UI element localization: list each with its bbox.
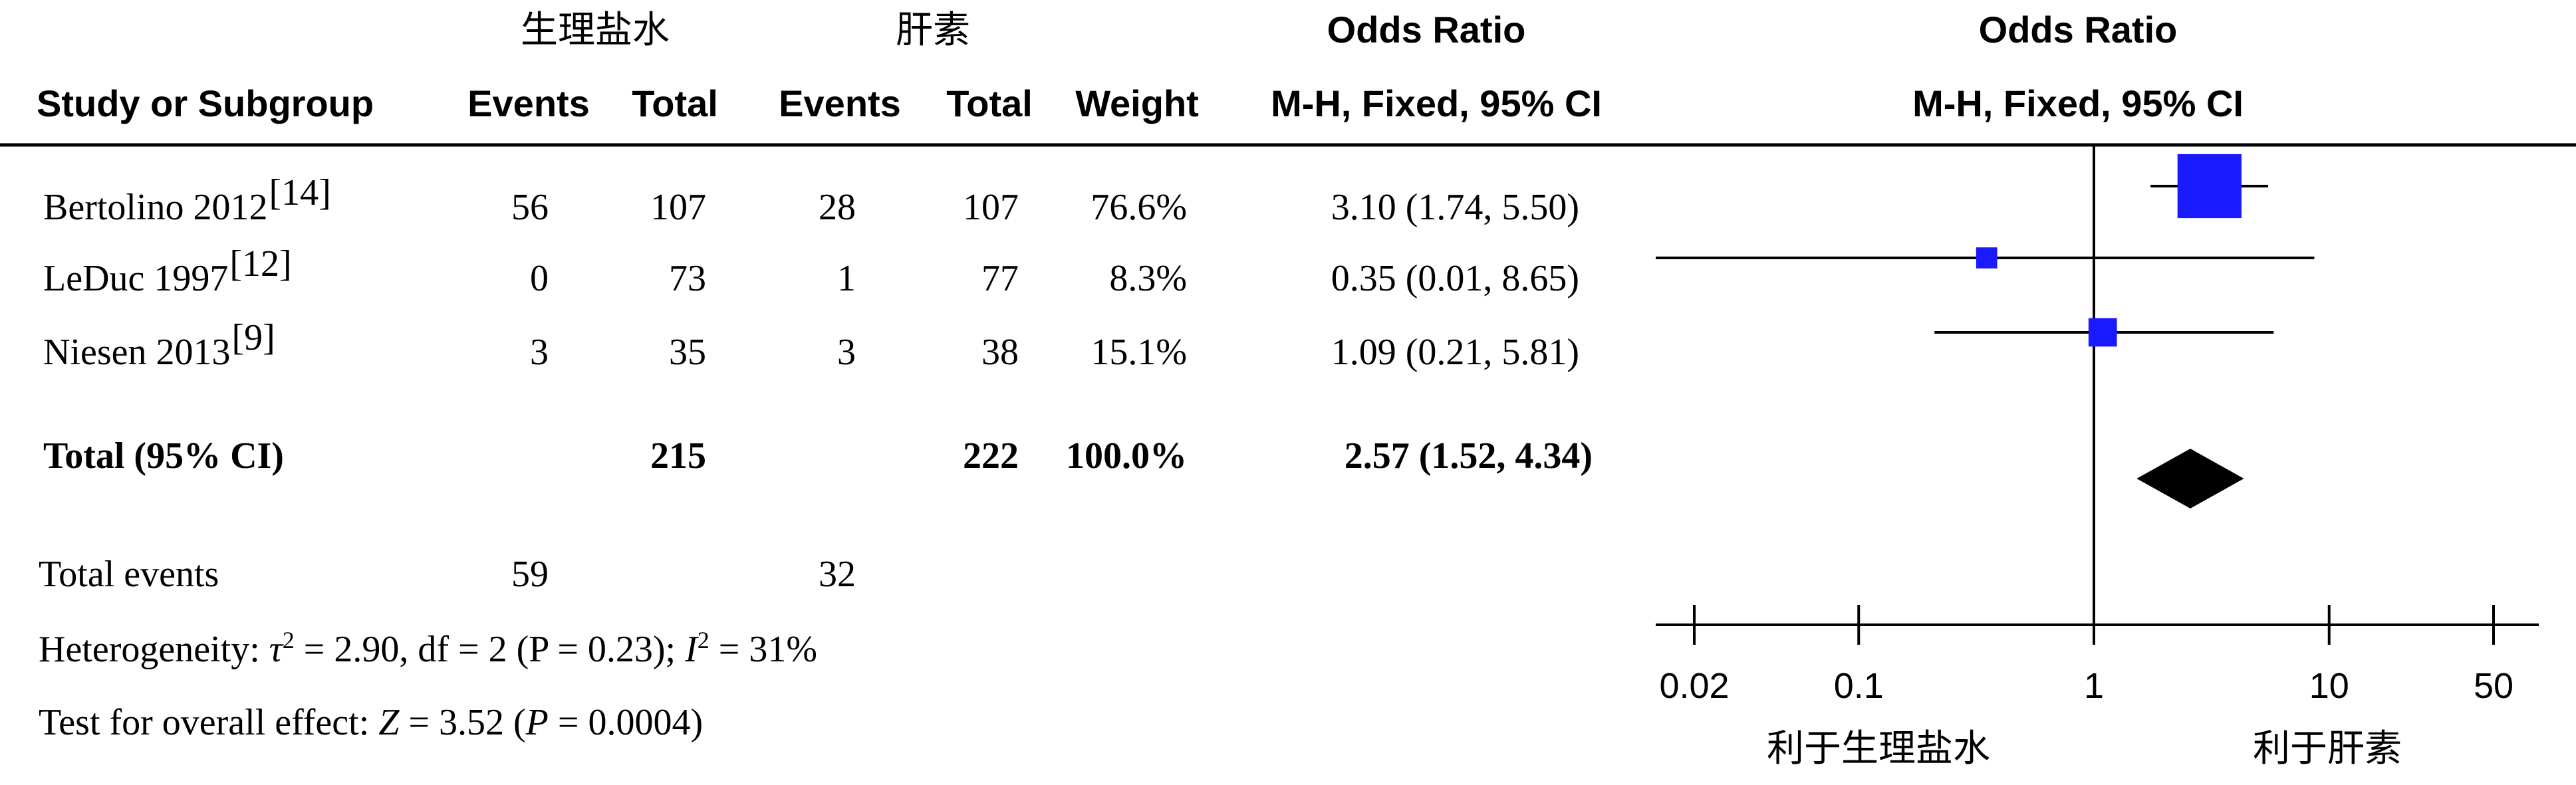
total1-header: Total (632, 82, 718, 124)
study-weight: 15.1% (1091, 332, 1187, 373)
table-row: Bertolino 2012 [14] 56 107 28 107 76.6% 3.10 (1… (43, 172, 1579, 228)
study-ci-text: 1.09 (0.21, 5.81) (1331, 332, 1579, 373)
study-events1: 0 (530, 258, 549, 299)
study-total2: 107 (963, 187, 1019, 228)
total2-header: Total (946, 82, 1033, 124)
study-weight: 76.6% (1091, 187, 1187, 228)
study-ci-text: 0.35 (0.01, 8.65) (1331, 258, 1579, 299)
method-header: M-H, Fixed, 95% CI (1271, 82, 1602, 124)
group2-header: 肝素 (896, 9, 970, 52)
total-label: Total (95% CI) (43, 435, 284, 477)
study-weight-square (2088, 318, 2117, 347)
events2-header: Events (779, 82, 901, 124)
x-axis-tick-label: 1 (2084, 666, 2104, 706)
total-weight: 100.0% (1066, 435, 1187, 477)
study-total1: 73 (669, 258, 706, 299)
table-row: LeDuc 1997 [12] 0 73 1 77 8.3% 0.35 (0.01, 8.65… (43, 243, 1579, 299)
study-events2: 28 (819, 187, 856, 228)
x-axis-tick-label: 0.1 (1834, 666, 1884, 706)
favours-left-label: 利于生理盐水 (1767, 727, 1990, 770)
total-events-label: Total events (39, 554, 219, 595)
total-ci-text: 2.57 (1.52, 4.34) (1345, 435, 1593, 477)
study-total1: 107 (650, 187, 706, 228)
total-total1: 215 (650, 435, 706, 477)
total-events2: 32 (819, 554, 856, 595)
heterogeneity-text: Heterogeneity: τ2 = 2.90, df = 2 (P = 0.… (39, 627, 817, 670)
forest-plot-area: 0.02 0.1 1 10 50 (1656, 145, 2539, 706)
study-column-header: Study or Subgroup (37, 82, 374, 124)
study-weight: 8.3% (1109, 258, 1187, 299)
study-name: Niesen 2013 (43, 332, 231, 373)
study-reference: [14] (269, 172, 331, 213)
study-events2: 1 (837, 258, 856, 299)
x-axis-ticks: 0.02 0.1 1 10 50 (1659, 605, 2513, 706)
weight-header: Weight (1075, 82, 1199, 124)
group1-header: 生理盐水 (521, 9, 670, 52)
x-axis-tick-label: 0.02 (1659, 666, 1729, 706)
study-ci-text: 3.10 (1.74, 5.50) (1331, 187, 1579, 228)
study-total1: 35 (669, 332, 706, 373)
study-reference: [9] (232, 317, 275, 358)
odds-ratio-header: Odds Ratio (1327, 9, 1526, 51)
favours-right-label: 利于肝素 (2253, 727, 2402, 770)
study-weight-square (2177, 154, 2242, 219)
total-events1: 59 (511, 554, 549, 595)
odds-ratio-plot-header: Odds Ratio (1979, 9, 2178, 51)
study-events1: 3 (530, 332, 549, 373)
x-axis-tick-label: 50 (2474, 666, 2513, 706)
forest-marks (1656, 154, 2315, 508)
x-axis-tick-label: 10 (2309, 666, 2349, 706)
study-events1: 56 (511, 187, 549, 228)
events1-header: Events (467, 82, 590, 124)
study-weight-square (1976, 247, 1997, 269)
study-events2: 3 (837, 332, 856, 373)
method-plot-header: M-H, Fixed, 95% CI (1912, 82, 2244, 124)
pooled-estimate-diamond (2136, 449, 2244, 508)
study-reference: [12] (229, 243, 291, 284)
study-total2: 38 (981, 332, 1019, 373)
study-name: LeDuc 1997 (43, 258, 228, 299)
table-row: Niesen 2013 [9] 3 35 3 38 15.1% 1.09 (0.21, 5.8… (43, 317, 1579, 373)
study-rows: Bertolino 2012 [14] 56 107 28 107 76.6% 3.10 (1… (43, 172, 1579, 373)
overall-effect-text: Test for overall effect: Z = 3.52 (P = 0… (39, 702, 703, 743)
total-total2: 222 (963, 435, 1019, 477)
study-name: Bertolino 2012 (43, 187, 268, 228)
study-total2: 77 (981, 258, 1019, 299)
